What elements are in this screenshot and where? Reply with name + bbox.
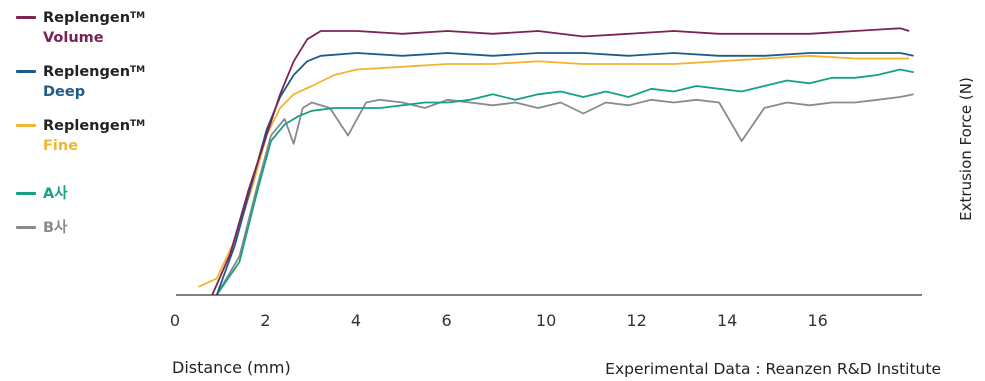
legend-swatch (16, 124, 36, 127)
x-tick-label: 16 (807, 311, 827, 330)
x-tick-label: 6 (441, 311, 451, 330)
legend-trademark: TM (130, 65, 146, 75)
data-credit: Experimental Data : Reanzen R&D Institut… (605, 360, 941, 378)
x-axis-ticks: 0 2 4 6 10 12 14 16 (170, 311, 828, 330)
legend-swatch (16, 16, 36, 19)
legend-label: ReplengenTM Deep (43, 62, 145, 102)
x-tick-label: 10 (536, 311, 556, 330)
legend-label: A사 (43, 184, 68, 204)
x-tick-label: 2 (260, 311, 270, 330)
legend-label: B사 (43, 218, 67, 238)
x-axis-label: Distance (mm) (172, 358, 291, 377)
legend-brand: ReplengenTM (43, 10, 146, 26)
series-line-2 (198, 54, 910, 288)
legend-item: ReplengenTM Fine (16, 116, 145, 156)
legend-item: A사 (16, 184, 68, 204)
legend-trademark: TM (130, 11, 146, 21)
legend-name: A사 (43, 186, 68, 202)
legend-brand: ReplengenTM (43, 118, 146, 134)
legend-name: B사 (43, 220, 68, 236)
x-tick-label: 0 (170, 311, 180, 330)
x-tick-label: 12 (626, 311, 646, 330)
legend-label: ReplengenTM Volume (43, 8, 145, 48)
legend-trademark: TM (130, 119, 146, 129)
legend-sub: Fine (43, 138, 79, 154)
legend-label: ReplengenTM Fine (43, 116, 145, 156)
y-axis-label: Extrusion Force (N) (957, 77, 975, 221)
legend-sub: Deep (43, 84, 86, 100)
legend-brand: ReplengenTM (43, 64, 146, 80)
legend-swatch (16, 226, 36, 229)
series-line-1 (215, 52, 914, 296)
series-line-0 (211, 27, 910, 296)
legend-swatch (16, 192, 36, 195)
legend-item: B사 (16, 218, 67, 238)
series-line-3 (215, 68, 914, 296)
series-line-4 (215, 93, 914, 296)
legend-item: ReplengenTM Deep (16, 62, 145, 102)
legend-swatch (16, 70, 36, 73)
legend-item: ReplengenTM Volume (16, 8, 145, 48)
x-tick-label: 4 (351, 311, 361, 330)
legend-sub: Volume (43, 30, 104, 46)
x-tick-label: 14 (717, 311, 737, 330)
plot-area (198, 27, 914, 296)
